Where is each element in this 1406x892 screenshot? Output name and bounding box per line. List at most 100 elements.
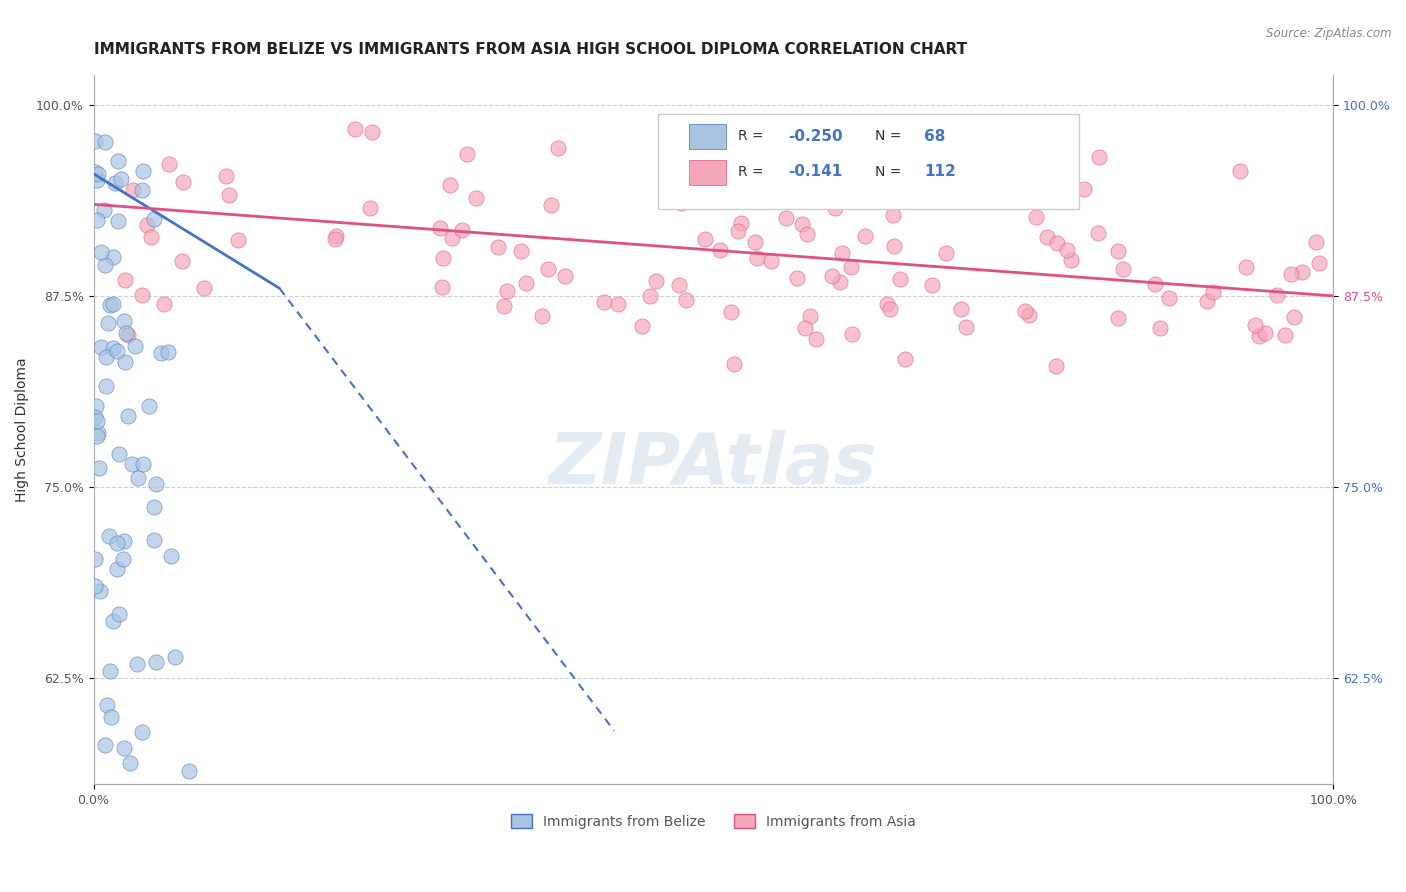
Point <box>1028 187 1050 202</box>
Point <box>108 607 131 622</box>
Point <box>97 316 120 330</box>
Point <box>799 310 821 324</box>
Point <box>695 232 717 246</box>
Point <box>163 649 186 664</box>
Text: 112: 112 <box>924 164 956 179</box>
Text: IMMIGRANTS FROM BELIZE VS IMMIGRANTS FROM ASIA HIGH SCHOOL DIPLOMA CORRELATION C: IMMIGRANTS FROM BELIZE VS IMMIGRANTS FRO… <box>94 42 967 57</box>
Point <box>83 409 105 424</box>
Point <box>361 125 384 139</box>
Point <box>747 251 769 265</box>
Point <box>1143 277 1166 291</box>
Point <box>145 477 167 491</box>
Point <box>775 211 797 225</box>
Point <box>100 710 122 724</box>
Point <box>935 246 957 260</box>
Point <box>115 326 138 341</box>
Point <box>127 471 149 485</box>
Point <box>172 254 194 268</box>
Point <box>94 738 117 752</box>
Point <box>921 277 943 292</box>
Point <box>949 301 972 316</box>
Point <box>1073 182 1095 196</box>
Point <box>1291 265 1313 279</box>
Point <box>94 135 117 149</box>
Point <box>1234 260 1257 274</box>
Point <box>1036 229 1059 244</box>
Point <box>138 399 160 413</box>
Point <box>83 134 105 148</box>
Text: 68: 68 <box>924 128 946 144</box>
Point <box>1249 329 1271 343</box>
Point <box>1025 210 1047 224</box>
Point <box>117 409 139 423</box>
Point <box>122 182 145 196</box>
Point <box>876 297 898 311</box>
Point <box>218 187 240 202</box>
Point <box>103 614 125 628</box>
Point <box>131 724 153 739</box>
Point <box>540 198 562 212</box>
Point <box>592 294 614 309</box>
Point <box>112 741 135 756</box>
Point <box>1279 268 1302 282</box>
Point <box>1060 252 1083 267</box>
Point <box>821 268 844 283</box>
Point <box>1112 261 1135 276</box>
Point <box>89 583 111 598</box>
Point <box>84 579 107 593</box>
Point <box>132 164 155 178</box>
Point <box>103 296 125 310</box>
Text: N =: N = <box>875 165 905 178</box>
Point <box>889 272 911 286</box>
Point <box>1014 303 1036 318</box>
Point <box>83 551 105 566</box>
Point <box>177 764 200 779</box>
Point <box>83 164 105 178</box>
Point <box>124 338 146 352</box>
Point <box>110 172 132 186</box>
Point <box>90 245 112 260</box>
Point <box>105 562 128 576</box>
Text: -0.141: -0.141 <box>787 164 842 179</box>
Point <box>86 173 108 187</box>
Point <box>157 157 180 171</box>
Point <box>456 147 478 161</box>
Point <box>131 183 153 197</box>
Point <box>325 229 347 244</box>
Point <box>510 244 533 258</box>
Point <box>1046 236 1069 251</box>
Point <box>759 254 782 268</box>
Point <box>1254 326 1277 341</box>
Point <box>905 175 928 189</box>
Point <box>450 223 472 237</box>
Point <box>156 344 179 359</box>
Point <box>432 280 454 294</box>
Point <box>824 201 846 215</box>
Point <box>790 217 813 231</box>
Point <box>1056 243 1078 257</box>
FancyBboxPatch shape <box>658 113 1080 210</box>
Point <box>879 302 901 317</box>
Point <box>723 358 745 372</box>
Point <box>976 135 998 149</box>
Point <box>112 534 135 549</box>
Point <box>87 425 110 440</box>
Point <box>114 355 136 369</box>
Point <box>108 447 131 461</box>
Point <box>100 664 122 678</box>
Point <box>98 529 121 543</box>
Point <box>640 289 662 303</box>
Point <box>744 235 766 249</box>
Y-axis label: High School Diploma: High School Diploma <box>15 357 30 502</box>
Point <box>955 320 977 334</box>
Point <box>515 277 537 291</box>
Point <box>94 258 117 272</box>
Bar <box>689 124 725 149</box>
Point <box>325 232 347 246</box>
Point <box>1195 293 1218 308</box>
Point <box>143 212 166 227</box>
Point <box>105 343 128 358</box>
Point <box>215 169 238 183</box>
Point <box>1107 244 1129 259</box>
Point <box>883 239 905 253</box>
